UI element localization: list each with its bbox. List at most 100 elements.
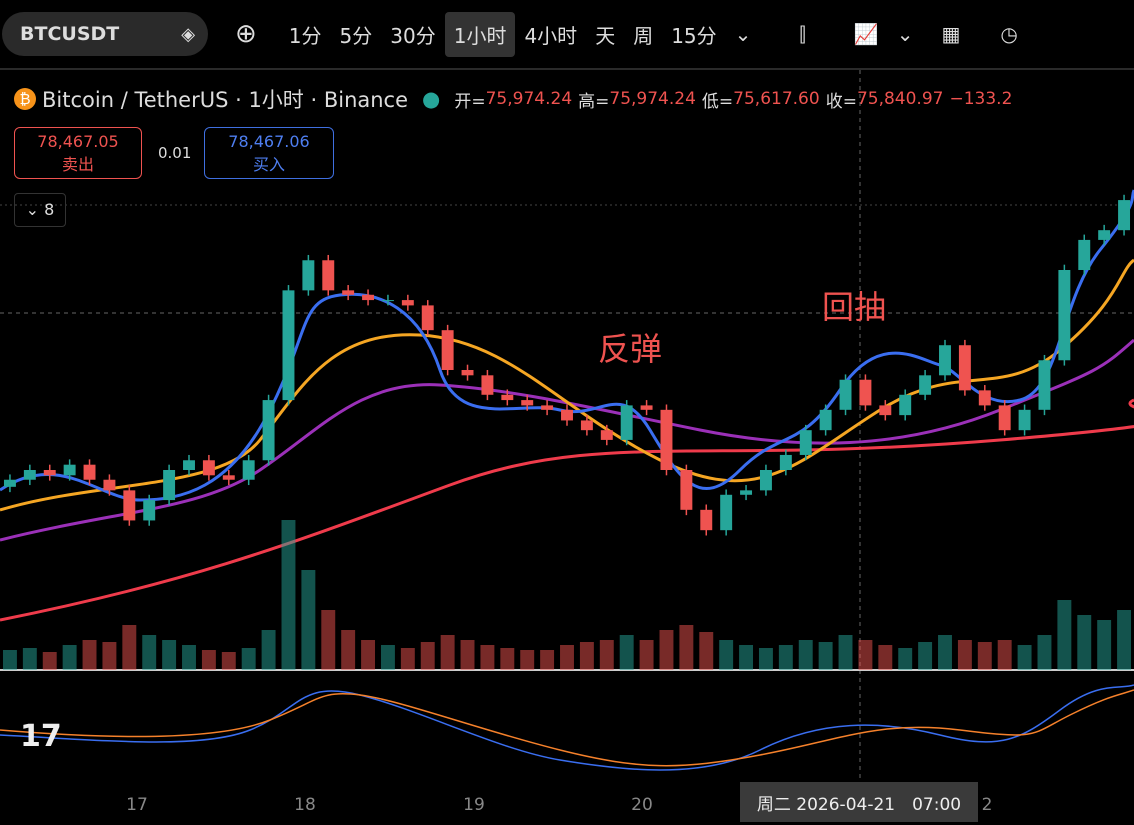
ma-line (0, 189, 1134, 502)
volume-bar (341, 630, 356, 670)
candle-body (461, 370, 474, 376)
indicators-button[interactable]: 📈 (853, 22, 879, 46)
volume-bar (758, 648, 773, 670)
ohlc-value: 75,617.60 (733, 89, 820, 109)
candle-body (1058, 270, 1071, 361)
volume-bar (1097, 620, 1112, 670)
candle-body (23, 470, 36, 480)
volume-bar (480, 645, 495, 670)
buy-button[interactable]: 78,467.06 买入 (204, 127, 334, 179)
candle-body (1038, 360, 1051, 410)
volume-bar (659, 630, 674, 670)
candle-body (680, 470, 693, 510)
candle-body (978, 390, 991, 406)
candle-body (63, 464, 76, 476)
symbol-button[interactable]: BTCUSDT ◈ (2, 12, 208, 56)
candle-body (620, 405, 633, 440)
annotation: 反弹 (598, 330, 662, 368)
candle-body (720, 494, 733, 531)
add-button[interactable]: ⊕ (235, 19, 257, 49)
interval[interactable]: 4小时 (524, 23, 578, 48)
volume-bar (1117, 610, 1132, 670)
candle-body (600, 430, 613, 440)
dropdown[interactable]: ⌄ (896, 22, 914, 46)
spread: 0.01 (158, 144, 192, 162)
dropdown[interactable]: ⌄ (734, 22, 752, 46)
macd-line (0, 684, 1134, 771)
volume-bar (42, 652, 57, 670)
volume-bar (420, 642, 435, 670)
candle-body (242, 460, 255, 480)
ma-line (0, 258, 1134, 512)
candle-body (839, 379, 852, 410)
volume-bar (1037, 635, 1052, 670)
crosshair-label-bg (740, 782, 978, 822)
candle-body (401, 300, 414, 306)
interval[interactable]: 1分 (288, 23, 322, 48)
volume-bar (500, 648, 515, 670)
volume-bar (1057, 600, 1072, 670)
interval[interactable]: 天 (595, 23, 616, 48)
volume-bar (977, 642, 992, 670)
volume-bar (798, 640, 813, 670)
volume-bar (261, 630, 276, 670)
interval[interactable]: 5分 (339, 23, 373, 48)
volume-bar (182, 645, 196, 670)
volume-bar (619, 635, 634, 670)
candle-body (83, 464, 96, 480)
candle-body (799, 430, 812, 455)
candle-body (541, 405, 554, 410)
chart: 17 反弹 回抽 17 18 19 20 2 周二 2026-04-21 07:00 (0, 70, 1134, 822)
volume-bar (997, 640, 1012, 670)
indicator-count: 8 (44, 200, 55, 219)
candle-body (322, 260, 335, 291)
candle-body (899, 394, 912, 416)
interval[interactable]: 15分 (671, 23, 717, 48)
legend: ₿ Bitcoin / TetherUS · 1小时 · Binance ● 开… (14, 84, 1012, 114)
candle-body (879, 405, 892, 416)
candle-body (43, 470, 56, 476)
alert-button[interactable]: ◷ (1000, 22, 1018, 46)
ohlc-value: 75,974.24 (609, 89, 696, 109)
volume-bar (520, 650, 535, 670)
layout-button[interactable]: ▦ (941, 22, 961, 46)
ohlc-value: 75,840.97 (856, 89, 944, 109)
candle-body (123, 490, 136, 521)
volume-bar (82, 640, 97, 670)
volume-bar (639, 640, 654, 670)
signal-line (0, 689, 1134, 767)
x-tick-label: 20 (631, 795, 653, 815)
volume-bar (739, 645, 754, 670)
interval[interactable]: 1小时 (444, 11, 516, 57)
buy-label: 买入 (252, 155, 285, 174)
volume-bar (221, 652, 236, 670)
volume-bar (361, 640, 376, 670)
candle-body (262, 400, 275, 461)
indicator-toggle[interactable]: ⌄ 8 (14, 193, 66, 227)
volume-bar (540, 650, 555, 670)
sell-button[interactable]: 78,467.05 卖出 (14, 127, 142, 179)
candle-body (3, 479, 16, 487)
candle-body (501, 394, 514, 401)
candle-body (1118, 200, 1131, 231)
volume-bar (122, 625, 137, 670)
candle-body (819, 409, 832, 431)
candle-body (302, 260, 315, 291)
volume-bar (1017, 645, 1032, 670)
candle-body (202, 460, 215, 476)
candle-body (362, 294, 375, 301)
chart-type-button[interactable]: ⫿ (799, 22, 806, 46)
volume-bar (380, 645, 395, 670)
candle-body (1098, 230, 1111, 240)
volume-bar (162, 640, 177, 670)
volume-bar (699, 632, 714, 670)
volume-bar (957, 640, 972, 670)
candle-body (700, 509, 713, 531)
interval[interactable]: 30分 (390, 23, 436, 48)
candle-body (958, 345, 971, 391)
crosshair-label: 周二 2026-04-21 07:00 (757, 795, 961, 815)
change: −133.2 (949, 89, 1013, 109)
sell-price: 78,467.05 (37, 132, 119, 151)
interval[interactable]: 周 (633, 23, 654, 48)
volume-bar (898, 648, 913, 670)
